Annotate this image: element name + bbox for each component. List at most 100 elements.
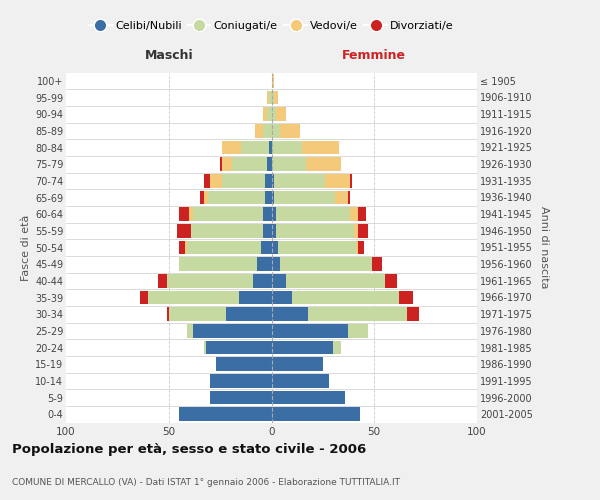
Bar — [187, 324, 193, 338]
Bar — [274, 90, 278, 104]
Bar — [356, 240, 358, 254]
Bar — [271, 358, 323, 371]
Bar — [335, 190, 347, 204]
Bar — [271, 390, 346, 404]
Bar — [350, 174, 352, 188]
Bar — [271, 290, 292, 304]
Bar — [271, 308, 308, 321]
Bar — [278, 240, 356, 254]
Bar — [354, 224, 358, 237]
Bar — [325, 174, 350, 188]
Bar — [190, 208, 193, 221]
Bar — [271, 90, 274, 104]
Bar — [263, 124, 271, 138]
Bar — [358, 224, 368, 237]
Bar — [222, 158, 232, 171]
Bar — [275, 108, 286, 121]
Text: COMUNE DI MERCALLO (VA) - Dati ISTAT 1° gennaio 2006 - Elaborazione TUTTITALIA.I: COMUNE DI MERCALLO (VA) - Dati ISTAT 1° … — [12, 478, 400, 487]
Bar — [271, 240, 278, 254]
Bar — [407, 308, 419, 321]
Bar — [179, 208, 190, 221]
Bar — [261, 240, 271, 254]
Bar — [255, 124, 263, 138]
Bar — [206, 340, 271, 354]
Text: Femmine: Femmine — [342, 48, 406, 62]
Bar — [308, 308, 407, 321]
Bar — [167, 274, 253, 287]
Bar — [271, 158, 307, 171]
Bar — [271, 258, 280, 271]
Bar — [216, 358, 271, 371]
Bar — [193, 324, 271, 338]
Bar — [239, 290, 271, 304]
Bar — [167, 308, 169, 321]
Bar — [185, 240, 187, 254]
Bar — [271, 274, 286, 287]
Bar — [203, 174, 210, 188]
Bar — [307, 158, 341, 171]
Bar — [200, 190, 203, 204]
Bar — [292, 290, 399, 304]
Bar — [271, 324, 347, 338]
Bar — [271, 224, 275, 237]
Bar — [210, 374, 271, 388]
Bar — [271, 124, 280, 138]
Text: Popolazione per età, sesso e stato civile - 2006: Popolazione per età, sesso e stato civil… — [12, 442, 366, 456]
Bar — [274, 190, 335, 204]
Bar — [333, 340, 341, 354]
Bar — [222, 140, 241, 154]
Text: Maschi: Maschi — [145, 48, 193, 62]
Bar — [263, 208, 271, 221]
Bar — [169, 308, 226, 321]
Bar — [158, 274, 167, 287]
Bar — [269, 140, 271, 154]
Bar — [263, 224, 271, 237]
Bar — [203, 340, 206, 354]
Bar — [280, 258, 372, 271]
Bar — [271, 190, 274, 204]
Bar — [191, 224, 263, 237]
Y-axis label: Fasce di età: Fasce di età — [20, 214, 31, 280]
Bar — [268, 158, 271, 171]
Bar — [280, 124, 300, 138]
Bar — [286, 274, 385, 287]
Bar — [179, 258, 257, 271]
Bar — [385, 274, 397, 287]
Bar — [232, 158, 268, 171]
Bar — [210, 174, 222, 188]
Bar — [193, 208, 263, 221]
Bar — [222, 174, 265, 188]
Bar — [179, 240, 185, 254]
Bar — [271, 208, 275, 221]
Bar — [399, 290, 413, 304]
Bar — [271, 374, 329, 388]
Bar — [372, 258, 382, 271]
Bar — [271, 108, 275, 121]
Bar — [350, 208, 358, 221]
Bar — [274, 174, 325, 188]
Bar — [263, 108, 268, 121]
Bar — [210, 390, 271, 404]
Bar — [203, 190, 208, 204]
Bar — [268, 90, 269, 104]
Bar — [275, 224, 354, 237]
Bar — [226, 308, 271, 321]
Bar — [358, 208, 366, 221]
Legend: Celibi/Nubili, Coniugati/e, Vedovi/e, Divorziati/e: Celibi/Nubili, Coniugati/e, Vedovi/e, Di… — [85, 17, 458, 36]
Bar — [271, 74, 274, 88]
Bar — [241, 140, 269, 154]
Bar — [347, 190, 350, 204]
Bar — [253, 274, 271, 287]
Bar — [275, 208, 350, 221]
Bar — [257, 258, 271, 271]
Bar — [179, 408, 271, 421]
Bar — [148, 290, 239, 304]
Bar — [187, 240, 261, 254]
Bar — [271, 174, 274, 188]
Bar — [347, 324, 368, 338]
Y-axis label: Anni di nascita: Anni di nascita — [539, 206, 550, 288]
Bar — [271, 140, 302, 154]
Bar — [302, 140, 340, 154]
Bar — [265, 174, 271, 188]
Bar — [220, 158, 222, 171]
